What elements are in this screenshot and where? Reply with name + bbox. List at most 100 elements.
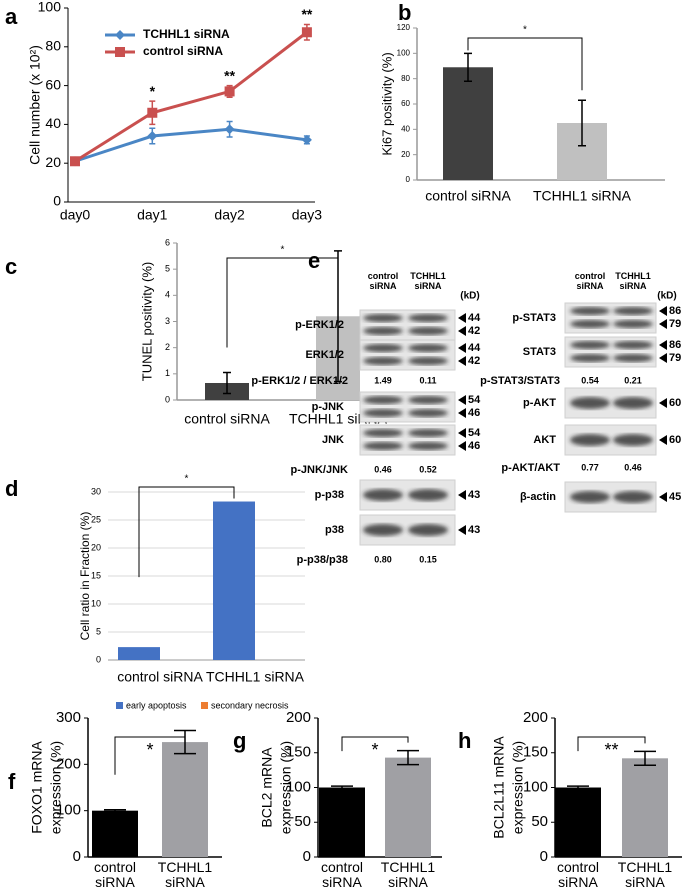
blot-band [570, 320, 610, 328]
marker-label: 42 [468, 325, 480, 337]
marker [147, 107, 158, 118]
marker-label: 86 [669, 305, 681, 317]
panel-label: g [233, 728, 246, 753]
blot-band [570, 397, 610, 409]
y-tick-label: 5 [96, 626, 101, 636]
row-label: JNK [322, 434, 344, 446]
error-bar [104, 808, 126, 813]
panel-label: b [398, 0, 411, 25]
blot-band [408, 357, 448, 365]
y-axis-label: Cell number (x 10²) [27, 45, 43, 165]
ratio-value: 0.46 [624, 462, 642, 472]
y-tick-label: 50 [531, 813, 548, 830]
x-tick-label: TCHHL1 siRNA [617, 859, 673, 889]
y-axis-label: expression (%) [48, 741, 64, 834]
bar [319, 787, 365, 857]
row-label: p-JNK [312, 401, 344, 413]
bar [92, 810, 138, 857]
x-tick-label: TCHHL1 siRNA [533, 188, 632, 204]
marker-label: 54 [468, 427, 481, 439]
x-tick-label: control siRNA [556, 859, 600, 889]
ratio-value: 0.21 [624, 375, 642, 385]
data-line [74, 127, 308, 163]
bar [118, 647, 160, 660]
lane-label: TCHHL1 siRNA [410, 271, 446, 291]
y-tick-label: 4 [165, 290, 170, 300]
blot-band [408, 396, 448, 404]
row-label: AKT [533, 434, 556, 446]
blot-band [408, 344, 448, 352]
row-label: p-AKT [523, 397, 556, 409]
bar [385, 757, 431, 857]
y-axis-label: Ki67 positivity (%) [379, 52, 394, 155]
panel-label: c [5, 254, 17, 279]
error-bar [334, 250, 342, 383]
y-tick-label: 150 [523, 744, 548, 761]
blot-band [613, 341, 653, 349]
marker-arrow [458, 525, 466, 535]
panel-label: f [8, 769, 16, 794]
blot-band [613, 434, 653, 446]
y-axis-label: BCL2L11 mRNA [491, 736, 507, 839]
data-line [74, 31, 308, 163]
marker-label: 60 [669, 397, 681, 409]
unit-label: (kD) [460, 291, 479, 302]
marker-label: 44 [468, 342, 481, 354]
marker [70, 156, 80, 167]
ratio-value: 0.52 [419, 464, 437, 474]
legend-swatch [116, 702, 123, 709]
marker-label: 46 [468, 440, 480, 452]
marker-label: 79 [669, 352, 681, 364]
y-tick-label: 200 [286, 709, 311, 726]
marker-label: 60 [669, 434, 681, 446]
y-tick-label: 0 [303, 848, 311, 865]
y-tick-label: 0 [96, 654, 101, 664]
y-tick-label: 20 [45, 154, 61, 170]
y-tick-label: 200 [523, 709, 548, 726]
blot-band [408, 409, 448, 417]
legend-swatch [201, 702, 208, 709]
marker-label: 45 [669, 491, 681, 503]
significance: * [523, 25, 527, 36]
significance-bracket [114, 736, 185, 775]
row-label: p-STAT3 [512, 312, 556, 324]
significance: * [281, 245, 285, 256]
blot-band [363, 489, 403, 501]
y-tick-label: 60 [45, 76, 61, 92]
blot-band [363, 357, 403, 365]
blot-band [408, 489, 448, 501]
row-label: p-ERK1/2 [295, 319, 344, 331]
x-tick-label: day3 [292, 207, 323, 223]
significance: * [150, 83, 156, 99]
y-tick-label: 15 [91, 570, 101, 580]
blot-band [408, 524, 448, 536]
error-bar [331, 785, 353, 790]
y-tick-label: 120 [397, 23, 411, 32]
ratio-value: 0.46 [374, 464, 392, 474]
marker-arrow [458, 356, 466, 366]
x-tick-label: TCHHL1 siRNA [206, 669, 305, 685]
row-label: p-p38 [315, 489, 344, 501]
y-tick-label: 40 [45, 115, 61, 131]
x-tick-label: day2 [214, 207, 245, 223]
blot-band [613, 354, 653, 362]
marker [224, 124, 235, 135]
y-tick-label: 6 [165, 237, 170, 247]
significance: * [146, 740, 153, 760]
row-label: β-actin [520, 491, 556, 503]
blot-band [613, 320, 653, 328]
y-tick-label: 20 [91, 542, 101, 552]
y-axis-label: BCL2 mRNA [259, 747, 275, 828]
legend-label: early apoptosis [126, 700, 187, 710]
ratio-value: 1.49 [374, 375, 392, 385]
legend-marker [115, 47, 125, 57]
marker-arrow [659, 319, 667, 329]
marker-arrow [458, 428, 466, 438]
y-tick-label: 60 [401, 99, 410, 108]
marker-label: 86 [669, 339, 681, 351]
lane-label: control siRNA [574, 271, 606, 291]
error-bar [397, 749, 419, 766]
marker-arrow [458, 395, 466, 405]
y-tick-label: 2 [165, 342, 170, 352]
